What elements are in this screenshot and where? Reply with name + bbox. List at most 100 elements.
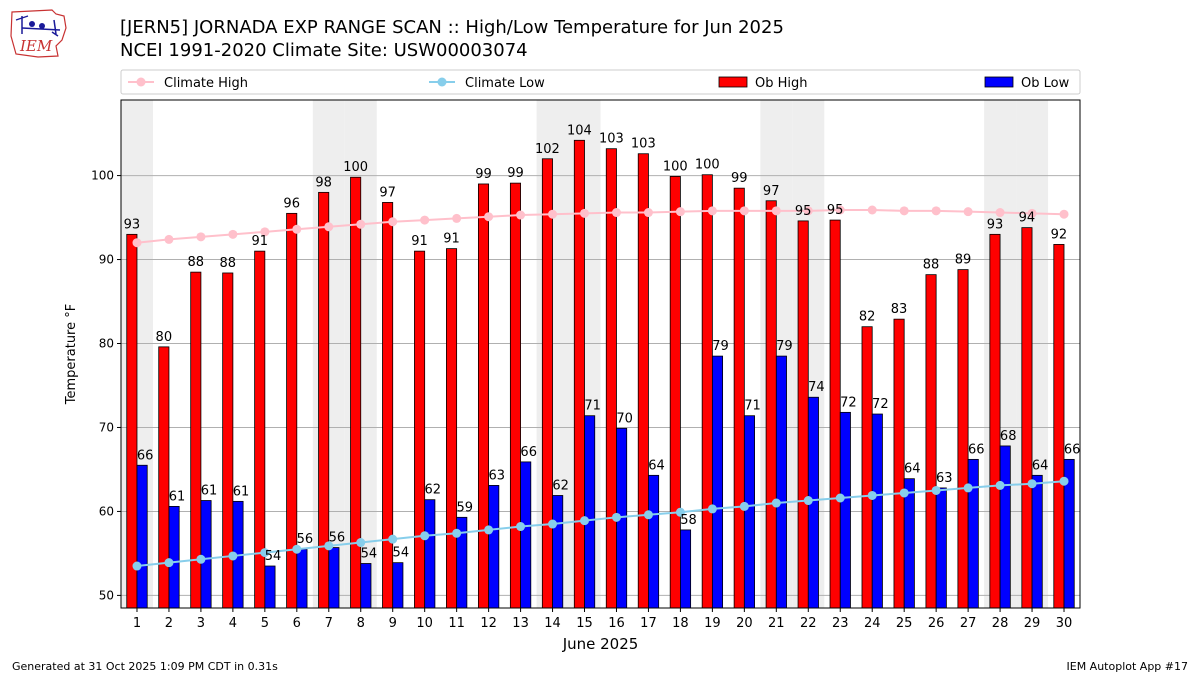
legend-box [120, 69, 1081, 95]
ob-low-bar [999, 445, 1011, 609]
climate-low-point [580, 516, 590, 526]
ob-high-bar [446, 248, 458, 609]
ob-high-bar [1053, 244, 1065, 609]
logo-text: IEM [19, 37, 53, 55]
climate-high-point [643, 208, 653, 218]
ob-high-label: 88 [219, 256, 236, 271]
ob-high-label: 91 [251, 234, 268, 249]
ob-high-bar [893, 318, 905, 609]
ob-high-label: 103 [599, 132, 624, 147]
ob-high-label: 99 [475, 167, 492, 182]
ob-low-bar [328, 547, 340, 609]
climate-high-point [260, 227, 270, 237]
ob-high-bar [158, 346, 170, 609]
climate-high-point [899, 206, 909, 216]
ob-low-label: 64 [904, 462, 921, 477]
ob-low-label: 63 [936, 471, 953, 486]
climate-high-point [388, 217, 398, 227]
x-tick-label: 9 [389, 616, 397, 631]
ob-low-label: 71 [584, 399, 601, 414]
x-tick-label: 24 [864, 616, 881, 631]
climate-high-point [707, 206, 717, 216]
ob-high-label: 100 [695, 158, 720, 173]
ob-low-bar [136, 464, 148, 609]
climate-high-point [484, 212, 494, 222]
ob-low-label: 72 [840, 395, 857, 410]
ob-low-label: 68 [1000, 429, 1017, 444]
ob-high-bar [925, 274, 937, 609]
climate-high-legend-marker [136, 77, 146, 87]
climate-low-point [260, 548, 270, 558]
x-tick-label: 3 [197, 616, 205, 631]
ob-high-bar [765, 200, 777, 609]
legend: Climate High Climate Low Ob High Ob Low [120, 69, 1081, 95]
ob-low-label: 58 [680, 513, 697, 528]
climate-low-point [324, 541, 334, 551]
x-tick-label: 4 [229, 616, 237, 631]
climate-low-point [611, 512, 621, 522]
ob-high-label: 82 [859, 310, 876, 325]
y-tick-label: 50 [99, 588, 114, 602]
x-tick-label: 6 [293, 616, 301, 631]
ob-high-bar [669, 176, 681, 609]
climate-low-point [452, 528, 462, 538]
ob-high-bar [829, 219, 841, 609]
ob-low-bar [1031, 474, 1043, 609]
ob-high-label: 98 [315, 175, 332, 190]
climate-high-point [356, 219, 366, 229]
y-tick-label: 90 [99, 253, 114, 267]
climate-high-point [1027, 208, 1037, 218]
x-tick-label: 23 [832, 616, 849, 631]
generated-note: Generated at 31 Oct 2025 1:09 PM CDT in … [12, 660, 278, 673]
climate-high-legend-label: Climate High [164, 76, 248, 91]
ob-low-label: 61 [169, 489, 186, 504]
ob-high-bar [126, 233, 138, 609]
ob-low-bar [903, 478, 915, 609]
ob-high-bar [477, 183, 490, 609]
climate-high-point [292, 224, 302, 234]
climate-low-point [771, 498, 781, 508]
climate-low-point [388, 534, 398, 544]
ob-low-bar [552, 495, 564, 609]
climate-low-point [899, 488, 909, 498]
ob-high-label: 91 [443, 232, 460, 247]
ob-high-label: 103 [631, 137, 656, 152]
ob-low-label: 66 [137, 448, 154, 463]
climate-high-point [452, 213, 462, 223]
climate-low-point [963, 483, 973, 493]
x-tick-label: 13 [512, 616, 529, 631]
ob-low-bar [360, 563, 372, 609]
climate-low-point [739, 501, 749, 511]
ob-low-bar [711, 355, 724, 609]
ob-low-legend-swatch [984, 76, 1014, 88]
ob-low-label: 79 [712, 339, 729, 354]
x-tick-label: 20 [736, 616, 753, 631]
ob-high-label: 99 [731, 171, 748, 186]
y-tick-label: 70 [99, 420, 114, 434]
ob-low-bar [967, 458, 979, 609]
x-tick-label: 1 [133, 616, 141, 631]
ob-high-label: 104 [567, 123, 592, 138]
ob-high-bar [701, 174, 713, 609]
ob-high-label: 95 [827, 203, 844, 218]
climate-low-point [484, 525, 494, 535]
ob-high-bar [509, 182, 521, 609]
x-tick-label: 30 [1056, 616, 1073, 631]
climate-low-point [356, 538, 366, 548]
ob-low-bar [488, 485, 500, 609]
ob-high-bar [605, 148, 617, 609]
climate-high-point [228, 229, 238, 239]
ob-high-label: 100 [343, 160, 368, 175]
iem-logo: IEM [10, 9, 67, 58]
ob-high-label: 95 [795, 204, 812, 219]
climate-low-point [835, 493, 845, 503]
ob-low-label: 66 [1064, 442, 1081, 457]
ob-high-label: 99 [507, 166, 524, 181]
ob-high-label: 83 [891, 302, 908, 317]
ob-high-bar [733, 187, 745, 609]
ob-high-label: 97 [379, 185, 396, 200]
x-tick-label: 18 [672, 616, 689, 631]
x-tick-label: 10 [416, 616, 433, 631]
climate-high-point [516, 210, 526, 220]
ob-low-bar [680, 529, 692, 609]
